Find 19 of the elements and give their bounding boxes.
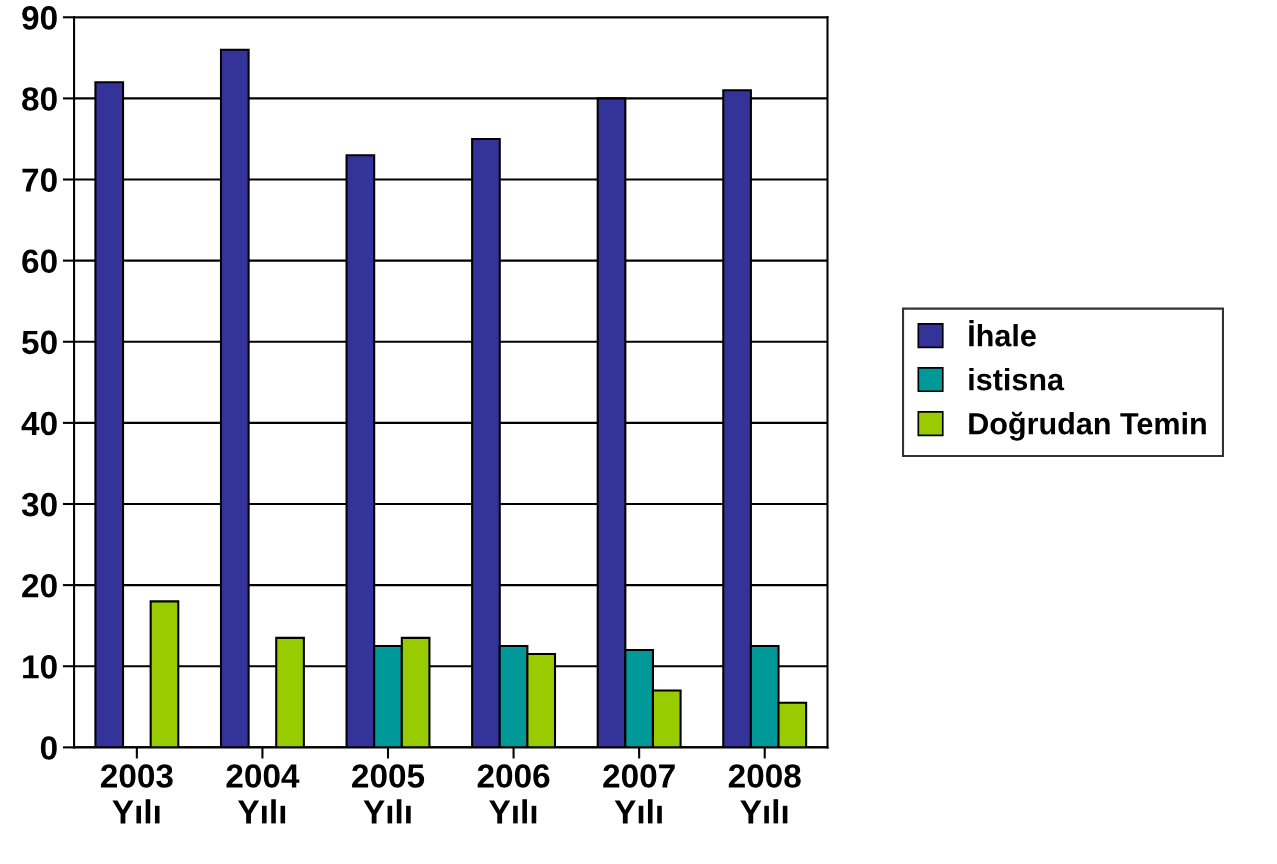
y-tick-label: 90 [22, 6, 57, 30]
y-tick-label: 80 [22, 87, 57, 111]
y-tick-label: 20 [22, 573, 57, 598]
y-tick-label: 30 [21, 492, 57, 517]
x-tick-label: 2008 Yılı [728, 764, 801, 824]
y-tick-label: 40 [21, 411, 57, 436]
x-tick-label: 2005 Yılı [352, 764, 425, 824]
legend-label: istisna [969, 368, 1065, 391]
x-tick-label: 2004 Yılı [226, 764, 300, 824]
legend-label: Doğrudan Temin [969, 411, 1206, 441]
y-tick-label: 0 [40, 736, 57, 760]
y-tick-label: 70 [22, 168, 57, 192]
y-tick-label: 10 [23, 655, 57, 679]
x-tick-label: 2003 Yılı [100, 764, 173, 824]
x-tick-label: 2007 Yılı [603, 764, 675, 824]
y-tick-label: 60 [22, 249, 57, 274]
y-tick-label: 50 [22, 330, 57, 355]
x-tick-label: 2006 Yılı [477, 764, 550, 824]
legend-label: İhale [969, 320, 1036, 347]
